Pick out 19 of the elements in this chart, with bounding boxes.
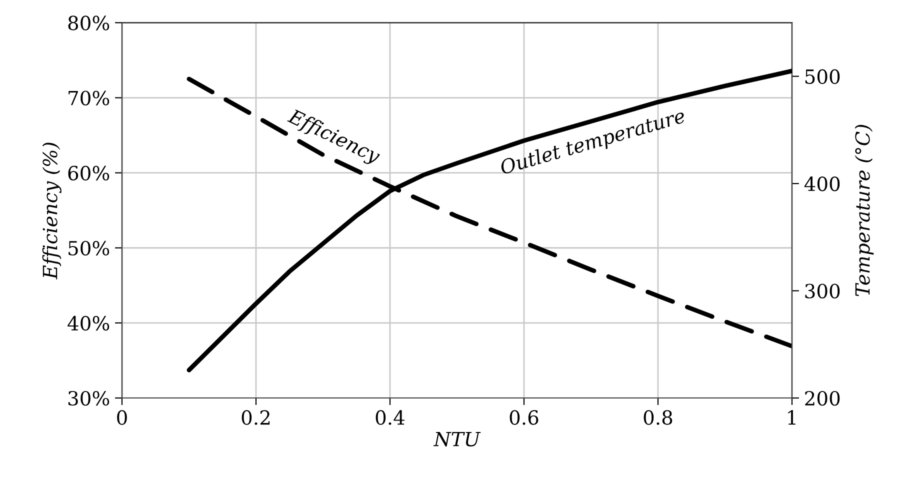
x-tick-label: 1: [788, 410, 796, 425]
y2-tick-label: 500: [805, 69, 840, 84]
y-tick-label: 80%: [68, 16, 110, 30]
y-axis-title: Efficiency (%): [42, 142, 62, 280]
x-tick-label: 0.6: [510, 410, 538, 425]
x-tick-label: 0.2: [242, 410, 270, 425]
y-tick-label: 60%: [68, 166, 110, 180]
y2-tick-label: 400: [804, 176, 840, 192]
x-tick-label: 0.8: [644, 410, 672, 425]
x-axis-title: NTU: [433, 432, 481, 446]
y2-tick-label: 300: [805, 284, 840, 298]
y-tick-label: 40%: [68, 316, 110, 331]
y2-axis-title: Temperature (°C): [854, 124, 874, 296]
y-tick-label: 70%: [68, 90, 110, 106]
y2-tick-label: 200: [805, 390, 840, 406]
y-tick-label: 30%: [68, 390, 110, 406]
y-tick-label: 50%: [68, 240, 110, 256]
x-tick-label: 0: [117, 410, 127, 425]
x-tick-label: 0.4: [376, 410, 404, 425]
